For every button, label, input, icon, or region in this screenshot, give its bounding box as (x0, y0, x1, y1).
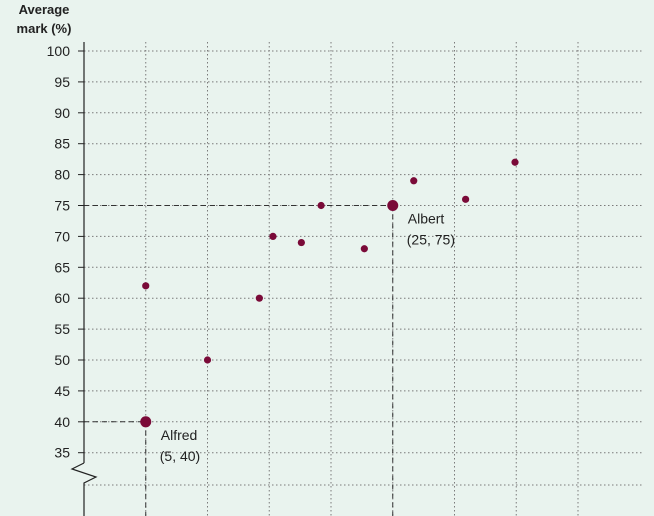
data-point (317, 201, 325, 210)
y-tick-label: 45 (54, 383, 70, 399)
point-coords-label: (5, 40) (160, 448, 200, 464)
reference-guides (84, 205, 394, 516)
highlighted-points: Alfred (5, 40) Albert (25, 75) (140, 200, 455, 464)
point-coords-label: (25, 75) (407, 232, 455, 248)
data-point (462, 195, 470, 203)
y-tick-label: 55 (54, 321, 70, 337)
point-name-label: Alfred (161, 427, 198, 443)
y-axis-title: Average mark (%) (17, 2, 72, 36)
y-tick-label: 80 (54, 167, 70, 183)
y-tick-label: 100 (47, 43, 71, 59)
y-tick-label: 75 (54, 198, 70, 214)
data-point (410, 177, 418, 185)
highlighted-point (140, 416, 152, 428)
data-point (269, 232, 277, 240)
data-point (255, 294, 263, 302)
data-point (360, 245, 368, 253)
y-tick-label: 40 (54, 414, 70, 430)
point-name-label: Albert (408, 211, 445, 227)
y-axis-title-line1: Average (19, 2, 70, 17)
highlighted-point (387, 200, 399, 211)
data-points (142, 158, 519, 364)
y-axis (70, 42, 98, 516)
data-point (297, 238, 305, 247)
y-tick-label: 50 (54, 352, 70, 368)
y-tick-label: 70 (54, 228, 70, 244)
y-tick-labels: 100 95 90 85 80 75 70 65 60 55 50 45 40 35 (47, 43, 84, 461)
y-tick-label: 35 (54, 445, 70, 461)
y-tick-label: 90 (54, 105, 70, 121)
gridlines (84, 42, 643, 516)
data-point (142, 282, 150, 290)
y-tick-label: 60 (54, 290, 70, 306)
y-tick-label: 65 (54, 259, 70, 275)
y-tick-label: 85 (54, 136, 70, 152)
y-tick-label: 95 (54, 74, 70, 90)
data-point (203, 356, 212, 364)
y-axis-title-line2: mark (%) (17, 21, 72, 36)
axis-break-icon (70, 462, 98, 516)
data-point (511, 158, 519, 166)
